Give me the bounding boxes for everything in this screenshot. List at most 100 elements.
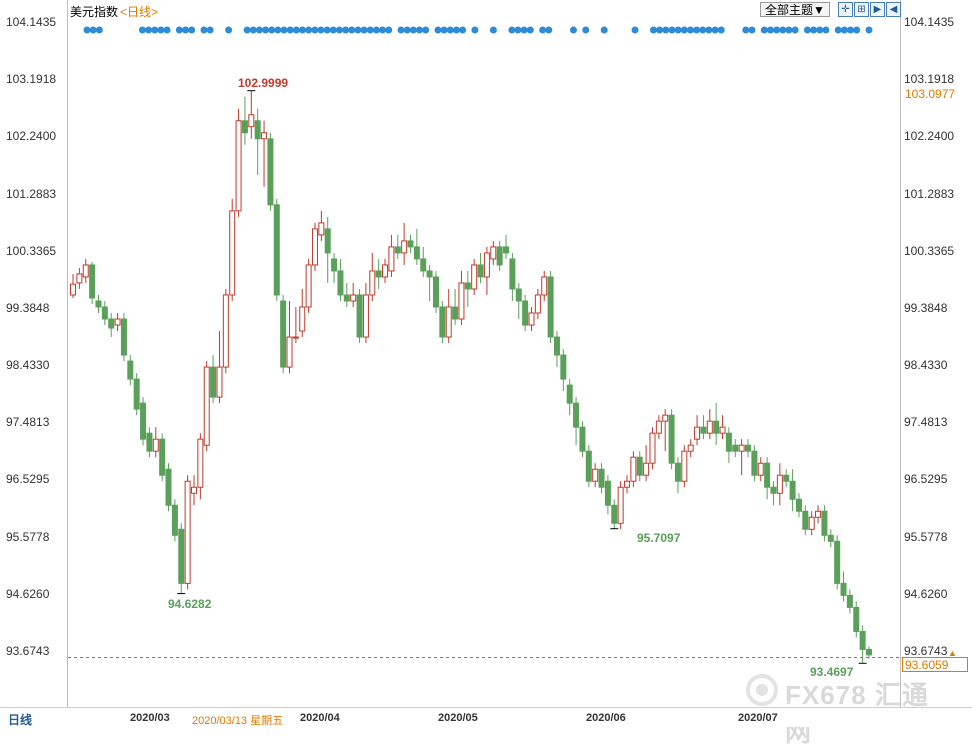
candle-body: [834, 540, 841, 584]
signal-dot: [274, 26, 282, 34]
candle: [273, 198, 280, 301]
signal-dot: [379, 26, 387, 34]
candle-body: [210, 366, 217, 398]
signal-dot: [766, 26, 774, 34]
candle-body: [445, 306, 452, 338]
right-axis-tick: 94.6260: [904, 586, 948, 601]
candle-body: [795, 498, 802, 512]
play-button[interactable]: ▶: [870, 2, 885, 17]
period-tab[interactable]: 日线: [8, 713, 33, 727]
high-marker-label: 102.9999: [238, 76, 289, 90]
signal-dot: [717, 26, 725, 34]
zoom-button[interactable]: ⊞: [854, 2, 869, 17]
candle-body: [655, 420, 662, 434]
signal-dot: [434, 26, 442, 34]
candle: [560, 349, 567, 392]
candle-body: [95, 300, 102, 308]
signal-dot: [471, 26, 479, 34]
candle: [534, 288, 541, 320]
candle: [681, 445, 688, 488]
candle: [292, 306, 299, 344]
signal-dot: [711, 26, 719, 34]
candle-body: [674, 462, 681, 482]
signal-dot: [840, 26, 848, 34]
signal-dot: [255, 26, 263, 34]
candle-body: [452, 306, 459, 320]
candlestick-chart[interactable]: [0, 0, 972, 726]
candle: [834, 535, 841, 590]
candle-body: [547, 276, 554, 338]
signal-dot: [816, 26, 824, 34]
candle-body: [375, 270, 382, 278]
candle-body: [458, 282, 465, 320]
candle-body: [394, 246, 401, 254]
candle: [738, 439, 745, 476]
candle: [630, 451, 637, 488]
candle-body: [866, 648, 872, 656]
right-axis-tick: 101.2883: [904, 186, 955, 201]
chart-title: 美元指数: [70, 5, 119, 19]
candle: [751, 445, 758, 482]
candle-body: [624, 480, 631, 488]
candle-body: [254, 120, 261, 140]
signal-dot: [773, 26, 781, 34]
candle: [668, 409, 675, 470]
signal-dot: [416, 26, 424, 34]
scroll-up-icon[interactable]: ▲: [948, 648, 957, 658]
right-axis-tick: 104.1435: [904, 15, 955, 29]
candle-body: [643, 462, 650, 476]
right-axis-tick: 100.3365: [904, 243, 955, 258]
left-axis-tick: 96.5295: [6, 472, 50, 487]
candle-body: [286, 336, 293, 368]
candle: [401, 222, 408, 265]
candle-body: [222, 294, 229, 368]
candle-body: [165, 468, 172, 506]
signal-dot: [569, 26, 577, 34]
signal-dot: [680, 26, 688, 34]
candle: [152, 427, 159, 458]
candle-body: [509, 258, 516, 290]
candle-body: [101, 306, 108, 320]
right-axis-tick: 95.5778: [904, 529, 948, 544]
signal-dot: [803, 26, 811, 34]
right-axis-tick: 97.4813: [904, 415, 948, 430]
signal-dot: [151, 26, 159, 34]
crosshair-button[interactable]: ✛: [838, 2, 853, 17]
candle: [171, 499, 178, 542]
signal-dot: [662, 26, 670, 34]
signal-dot: [514, 26, 522, 34]
candle: [464, 270, 471, 307]
candle: [286, 300, 293, 374]
candle-body: [522, 300, 529, 326]
last-price-badge: 93.6059: [902, 657, 968, 672]
candle: [452, 288, 459, 326]
candle-body: [764, 462, 771, 488]
candle-body: [229, 210, 236, 296]
candle: [732, 439, 739, 458]
candle: [592, 463, 599, 488]
signal-dot: [526, 26, 534, 34]
candle-body: [738, 444, 745, 452]
signal-dot: [348, 26, 356, 34]
candle: [471, 258, 478, 295]
back-button[interactable]: ◀: [886, 2, 901, 17]
signal-dot: [311, 26, 319, 34]
candle-body: [566, 384, 573, 404]
signal-dot: [292, 26, 300, 34]
theme-select[interactable]: 全部主题▼: [760, 2, 830, 17]
period-indicator[interactable]: <日线>: [120, 5, 159, 19]
low-june-label: 95.7097: [637, 531, 681, 545]
candle-body: [757, 462, 764, 476]
candle-body: [534, 294, 541, 314]
candle-body: [197, 438, 204, 488]
candle-body: [560, 354, 567, 380]
candle: [477, 252, 484, 283]
candle: [248, 90, 255, 139]
right-axis-tick: 102.2400: [904, 129, 955, 144]
signal-dot: [188, 26, 196, 34]
candle-body: [553, 336, 560, 356]
candle: [261, 120, 268, 187]
candle: [311, 222, 318, 271]
candle-body: [184, 480, 191, 584]
candle: [598, 463, 605, 494]
